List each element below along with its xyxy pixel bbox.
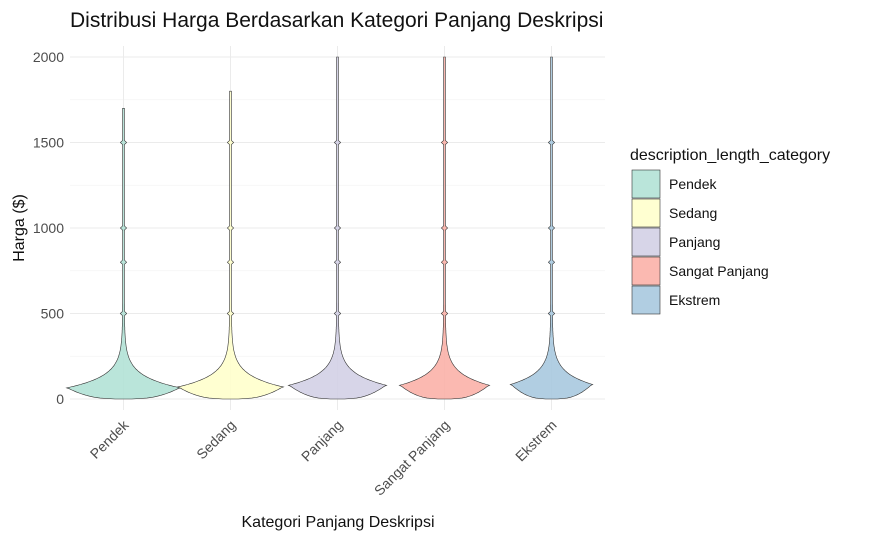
violin-pendek xyxy=(65,108,182,400)
violin-panjang xyxy=(287,56,388,400)
y-tick-label: 1500 xyxy=(33,135,64,151)
x-tick-label: Pendek xyxy=(87,416,133,462)
legend-swatch xyxy=(631,198,661,228)
y-tick-label: 0 xyxy=(56,391,64,407)
chart-title: Distribusi Harga Berdasarkan Kategori Pa… xyxy=(70,9,603,32)
violin-sangat-panjang xyxy=(398,56,491,400)
legend-swatch xyxy=(631,227,661,257)
x-tick-label: Panjang xyxy=(298,417,346,465)
y-axis-title: Harga ($) xyxy=(11,194,28,262)
y-axis-ticks: 0 500 1000 1500 2000 xyxy=(33,49,64,407)
legend-title: description_length_category xyxy=(630,147,830,164)
y-tick-label: 1000 xyxy=(33,220,64,236)
legend-label: Panjang xyxy=(669,234,720,250)
legend: description_length_category Pendek Sedang… xyxy=(630,147,830,315)
x-axis-title: Kategori Panjang Deskripsi xyxy=(242,514,435,531)
x-tick-label: Sangat Panjang xyxy=(371,417,453,499)
legend-label: Sedang xyxy=(669,205,717,221)
violin-ekstrem xyxy=(509,56,594,400)
legend-swatch xyxy=(631,169,661,199)
legend-swatch xyxy=(631,285,661,315)
violins xyxy=(65,56,594,400)
y-tick-label: 2000 xyxy=(33,49,64,65)
legend-label: Pendek xyxy=(669,176,717,192)
violin-sedang xyxy=(176,90,285,400)
x-axis-ticks: Pendek Sedang Panjang Sangat Panjang Ekstrem xyxy=(87,416,560,498)
legend-swatch xyxy=(631,256,661,286)
legend-label: Ekstrem xyxy=(669,292,720,308)
y-tick-label: 500 xyxy=(41,306,65,322)
legend-label: Sangat Panjang xyxy=(669,263,769,279)
x-tick-label: Sedang xyxy=(193,417,238,462)
x-tick-label: Ekstrem xyxy=(512,417,560,465)
